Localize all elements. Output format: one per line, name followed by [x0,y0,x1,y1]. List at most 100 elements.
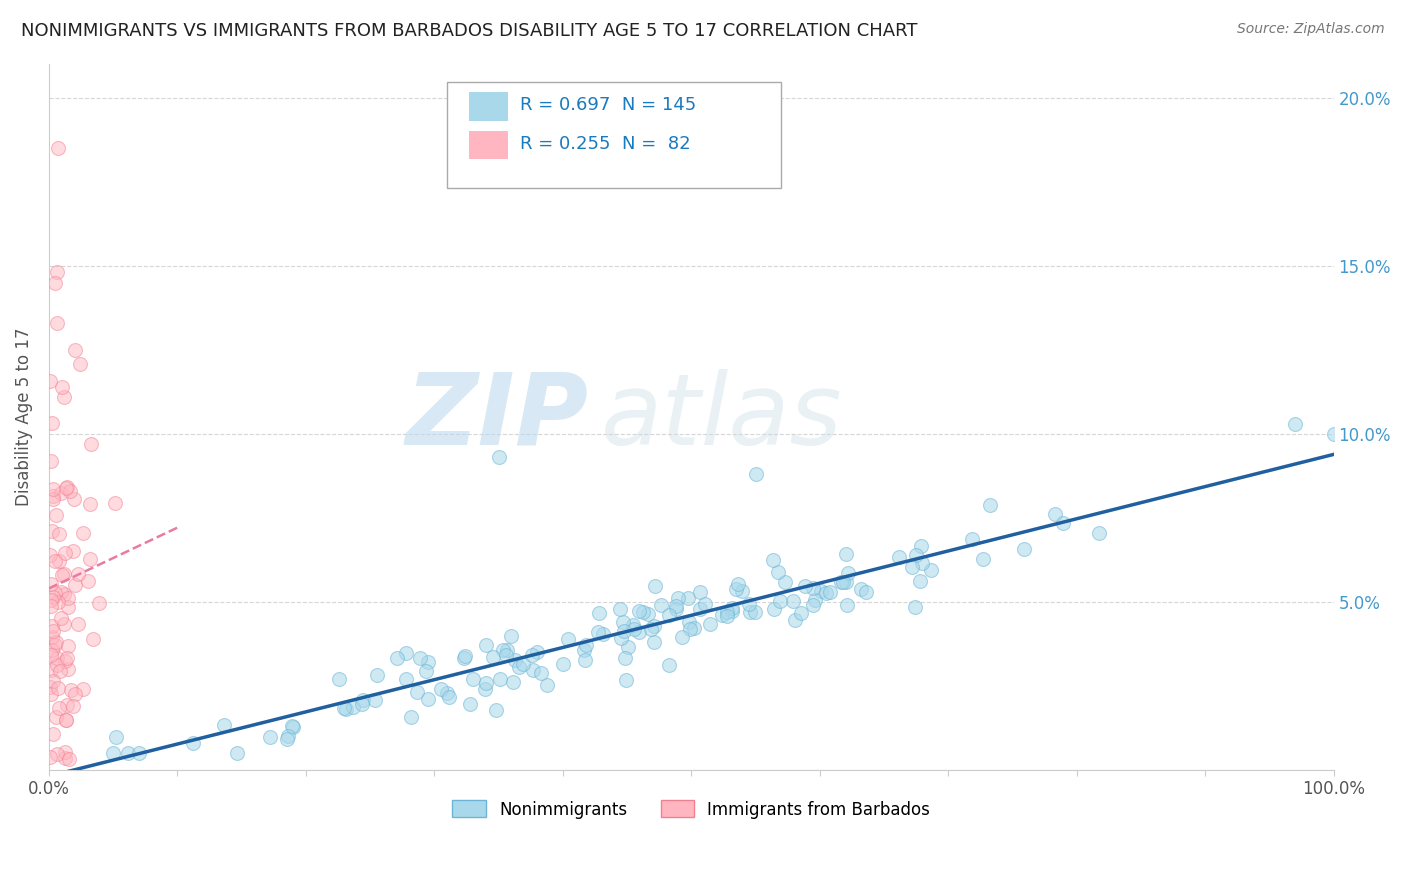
Point [801,598,824,612]
Point [45,635,67,649]
Point [65,343,87,358]
Point [502,675,524,690]
Point [522,648,544,662]
Point [406,684,429,698]
Point [551,657,574,672]
Point [436,686,458,700]
Point [56,591,79,605]
Point [614,673,637,687]
Point [762,553,785,567]
Text: R = 0.697  N = 145: R = 0.697 N = 145 [520,96,697,114]
Point [66,567,89,582]
Point [55,714,77,728]
Point [44,585,66,599]
Point [855,584,877,599]
Point [689,585,711,599]
Point [104,731,127,745]
Point [48,701,70,715]
Point [738,605,761,619]
Point [834,575,856,590]
Point [960,532,983,546]
Point [44,276,66,290]
Text: NONIMMIGRANTS VS IMMIGRANTS FROM BARBADOS DISABILITY AGE 5 TO 17 CORRELATION CHA: NONIMMIGRANTS VS IMMIGRANTS FROM BARBADO… [21,22,918,40]
Point [53,745,76,759]
Point [592,627,614,641]
Point [665,601,688,615]
Point [575,638,598,652]
Point [627,624,650,639]
Point [277,729,299,743]
Point [617,640,640,655]
Point [609,602,631,616]
Point [887,549,910,564]
Point [496,643,519,657]
Point [63,578,86,592]
Point [409,650,432,665]
Point [416,692,439,706]
Point [610,631,633,645]
Point [46,141,69,155]
Point [621,618,644,632]
Point [744,467,766,482]
Point [48,527,70,541]
Point [39,687,62,701]
Point [56,698,79,712]
Point [782,594,804,608]
Point [482,650,505,665]
Point [62,491,84,506]
Point [437,690,460,705]
Point [766,565,789,579]
Point [46,681,69,695]
Point [658,607,681,622]
Point [658,657,681,672]
Point [41,630,63,644]
Point [41,524,63,539]
Point [1088,526,1111,541]
Point [53,617,76,632]
Point [104,496,127,510]
Point [55,546,77,560]
Point [53,751,76,765]
Point [1052,516,1074,531]
Point [830,575,852,590]
Point [790,606,813,620]
Point [650,598,672,612]
Point [773,574,796,589]
Point [720,601,742,615]
Point [671,630,693,644]
Point [51,485,73,500]
Point [1323,426,1346,441]
Point [474,681,496,696]
Text: atlas: atlas [602,368,844,466]
Point [328,672,350,686]
Point [415,664,437,678]
Point [56,639,79,653]
Point [352,693,374,707]
Point [87,596,110,610]
Point [699,617,721,632]
Point [212,718,235,732]
Point [181,735,204,749]
Point [485,703,508,717]
Point [475,638,498,652]
Point [676,591,699,606]
Y-axis label: Disability Age 5 to 17: Disability Age 5 to 17 [15,327,32,507]
Point [901,560,924,574]
Point [58,662,80,676]
Point [79,551,101,566]
Point [716,605,738,619]
Point [430,681,453,696]
Point [769,594,792,608]
Point [39,680,62,694]
Point [762,602,785,616]
Point [41,648,63,662]
Point [39,549,62,563]
Point [458,697,481,711]
Point [103,746,125,760]
Point [53,654,76,668]
Point [67,617,90,632]
Point [46,657,69,672]
Point [79,497,101,511]
Point [665,599,688,613]
Point [58,599,80,614]
